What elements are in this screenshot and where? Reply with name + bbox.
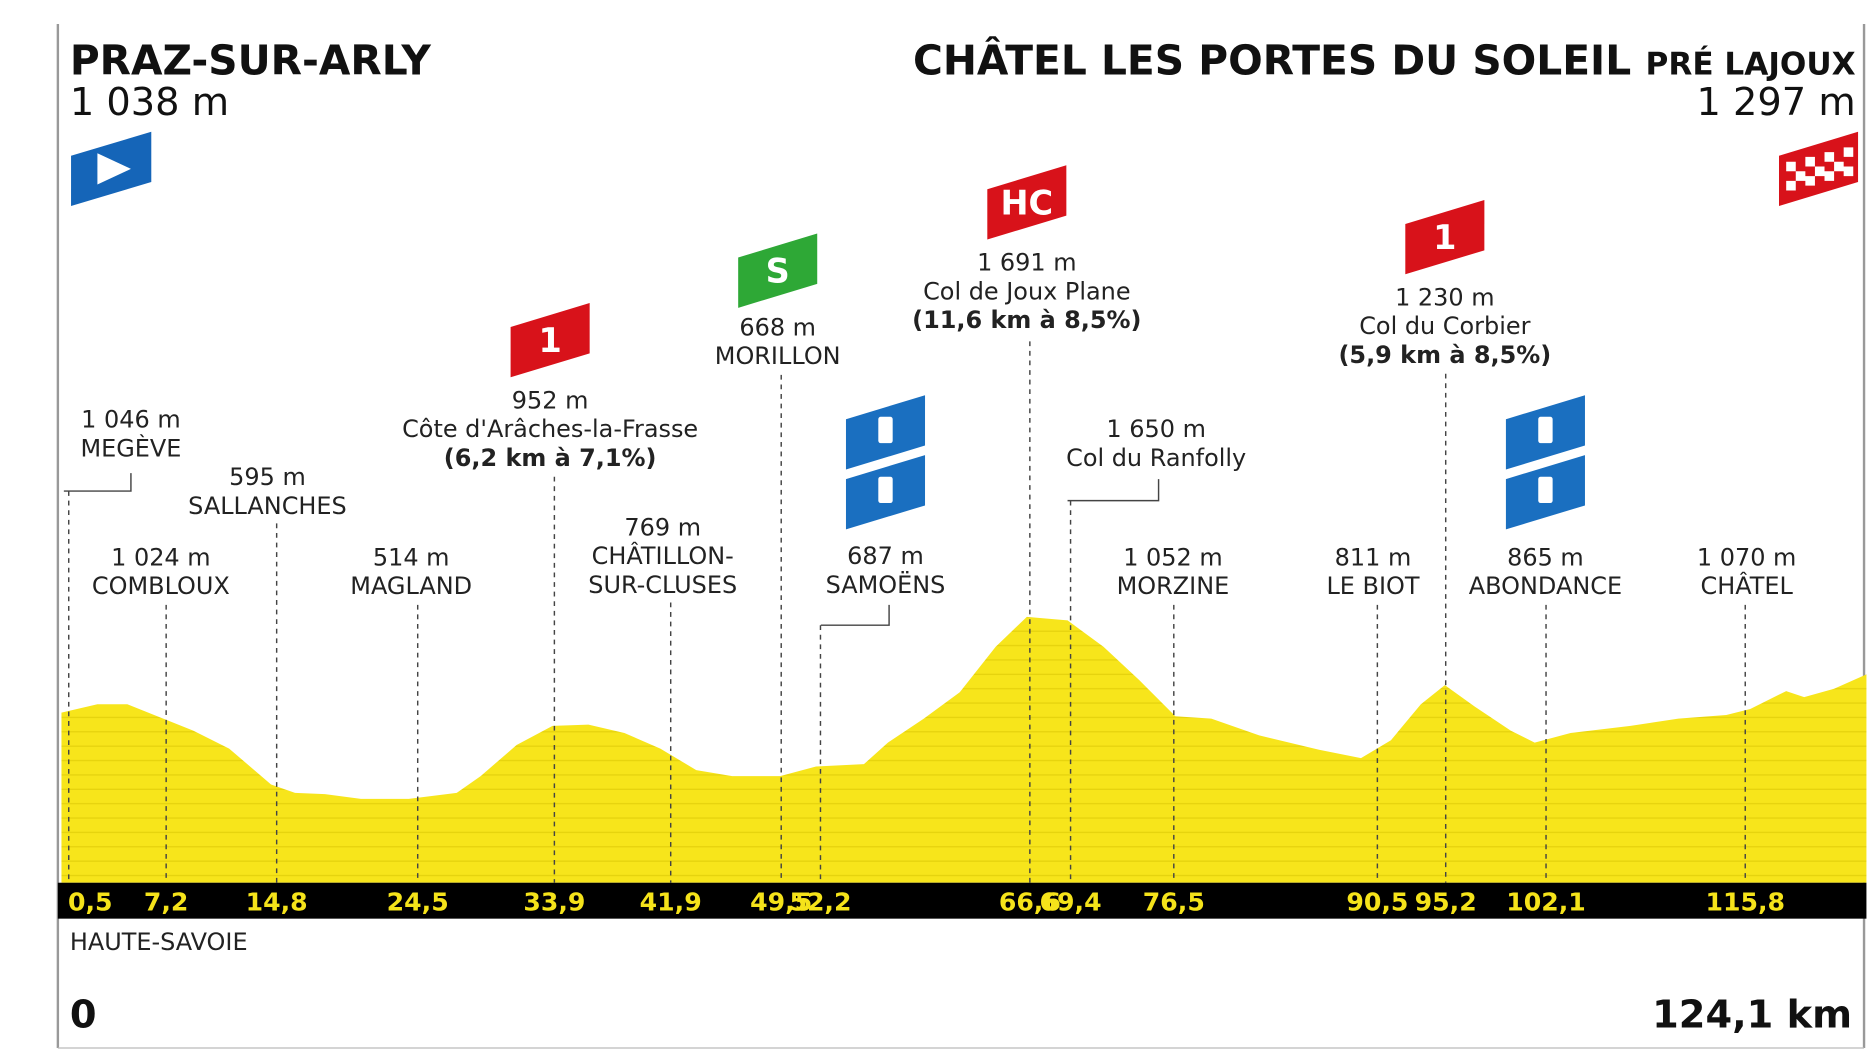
leader-line	[63, 473, 132, 492]
waypoint-label: 865 m	[1507, 543, 1584, 571]
waypoint-label: 1 650 m	[1106, 415, 1205, 443]
km-label: 7,2	[144, 887, 189, 916]
waypoint-label: MORZINE	[1117, 572, 1230, 600]
km-label: 115,8	[1705, 887, 1785, 916]
km-label: 49,5	[750, 887, 812, 916]
km-label: 95,2	[1415, 887, 1477, 916]
waypoint-label: SAMOËNS	[826, 570, 946, 599]
total-distance: 124,1 km	[1652, 993, 1852, 1038]
climb-flag	[510, 303, 590, 378]
waypoint-label: CHÂTEL	[1700, 571, 1793, 600]
finish-name: CHÂTEL LES PORTES DU SOLEIL PRÉ LAJOUX	[913, 36, 1856, 84]
km-label: 90,5	[1346, 887, 1408, 916]
km-label: 66,6	[999, 887, 1061, 916]
climb-flag	[738, 233, 818, 308]
waypoint-label: (6,2 km à 7,1%)	[444, 444, 657, 472]
km-label: 0,5	[68, 887, 113, 916]
waypoint-label: 952 m	[512, 386, 589, 414]
feed-icon-glyph	[878, 476, 893, 504]
climb-category: S	[766, 252, 790, 291]
waypoint-label: 1 230 m	[1395, 283, 1494, 311]
start-icon	[97, 153, 131, 185]
km-label: 69,4	[1040, 887, 1102, 916]
start-km: 0	[70, 993, 97, 1038]
elevation-profile	[61, 616, 1867, 883]
waypoint-label: LE BIOT	[1326, 572, 1419, 600]
waypoint-label: CHÂTILLON-	[592, 541, 734, 570]
km-label: 24,5	[387, 887, 449, 916]
waypoint-label: 1 691 m	[977, 249, 1076, 277]
waypoint-label: 769 m	[624, 513, 701, 541]
climb-flag	[1405, 200, 1485, 275]
finish-sub: PRÉ LAJOUX	[1646, 44, 1856, 82]
waypoint-label: 1 024 m	[111, 543, 210, 571]
waypoint-label: Côte d'Arâches-la-Frasse	[402, 415, 698, 443]
waypoint-label: 687 m	[847, 542, 924, 570]
waypoint-label: SUR-CLUSES	[588, 571, 737, 599]
leader-line	[1067, 479, 1160, 502]
km-label: 41,9	[640, 887, 702, 916]
start-altitude: 1 038 m	[70, 80, 229, 125]
region: HAUTE-SAVOIE	[70, 928, 248, 956]
km-label: 33,9	[523, 887, 585, 916]
waypoint-label: Col du Ranfolly	[1066, 444, 1246, 472]
waypoint-label: 514 m	[373, 543, 450, 571]
waypoint-label: 595 m	[229, 463, 306, 491]
feed-icon-glyph	[878, 416, 893, 444]
waypoint-label: ABONDANCE	[1469, 572, 1622, 600]
waypoint-label: 811 m	[1335, 543, 1412, 571]
waypoint-label: 1 046 m	[81, 406, 180, 434]
waypoint-label: SALLANCHES	[188, 492, 347, 520]
km-label: 52,2	[789, 887, 851, 916]
climb-category: HC	[1001, 183, 1054, 222]
climb-flag	[987, 165, 1067, 240]
waypoint-label: 668 m	[739, 313, 816, 341]
waypoint-label: (5,9 km à 8,5%)	[1338, 341, 1551, 369]
feed-icon-glyph	[1538, 476, 1553, 504]
climb-category: 1	[538, 321, 561, 360]
leader-line	[820, 604, 890, 626]
waypoint-label: Col du Corbier	[1359, 312, 1530, 340]
waypoint-label: MORILLON	[715, 342, 841, 370]
waypoint-label: 1 070 m	[1697, 543, 1796, 571]
finish-checker	[1786, 147, 1854, 191]
km-label: 76,5	[1143, 887, 1205, 916]
start-name: PRAZ-SUR-ARLY	[70, 36, 432, 84]
km-label: 14,8	[246, 887, 308, 916]
waypoint-label: 1 052 m	[1123, 543, 1222, 571]
finish-altitude: 1 297 m	[1696, 80, 1855, 125]
feed-icon-glyph	[1538, 416, 1553, 444]
distance-bar	[57, 882, 1867, 919]
waypoint-label: (11,6 km à 8,5%)	[912, 306, 1141, 334]
finish-name-main: CHÂTEL LES PORTES DU SOLEIL	[913, 36, 1631, 84]
waypoint-label: Col de Joux Plane	[923, 277, 1130, 305]
waypoint-label: MAGLAND	[350, 572, 472, 600]
climb-category: 1	[1433, 218, 1456, 257]
waypoint-label: COMBLOUX	[92, 572, 230, 600]
waypoint-label: MEGÈVE	[80, 433, 181, 462]
km-label: 102,1	[1506, 887, 1586, 916]
